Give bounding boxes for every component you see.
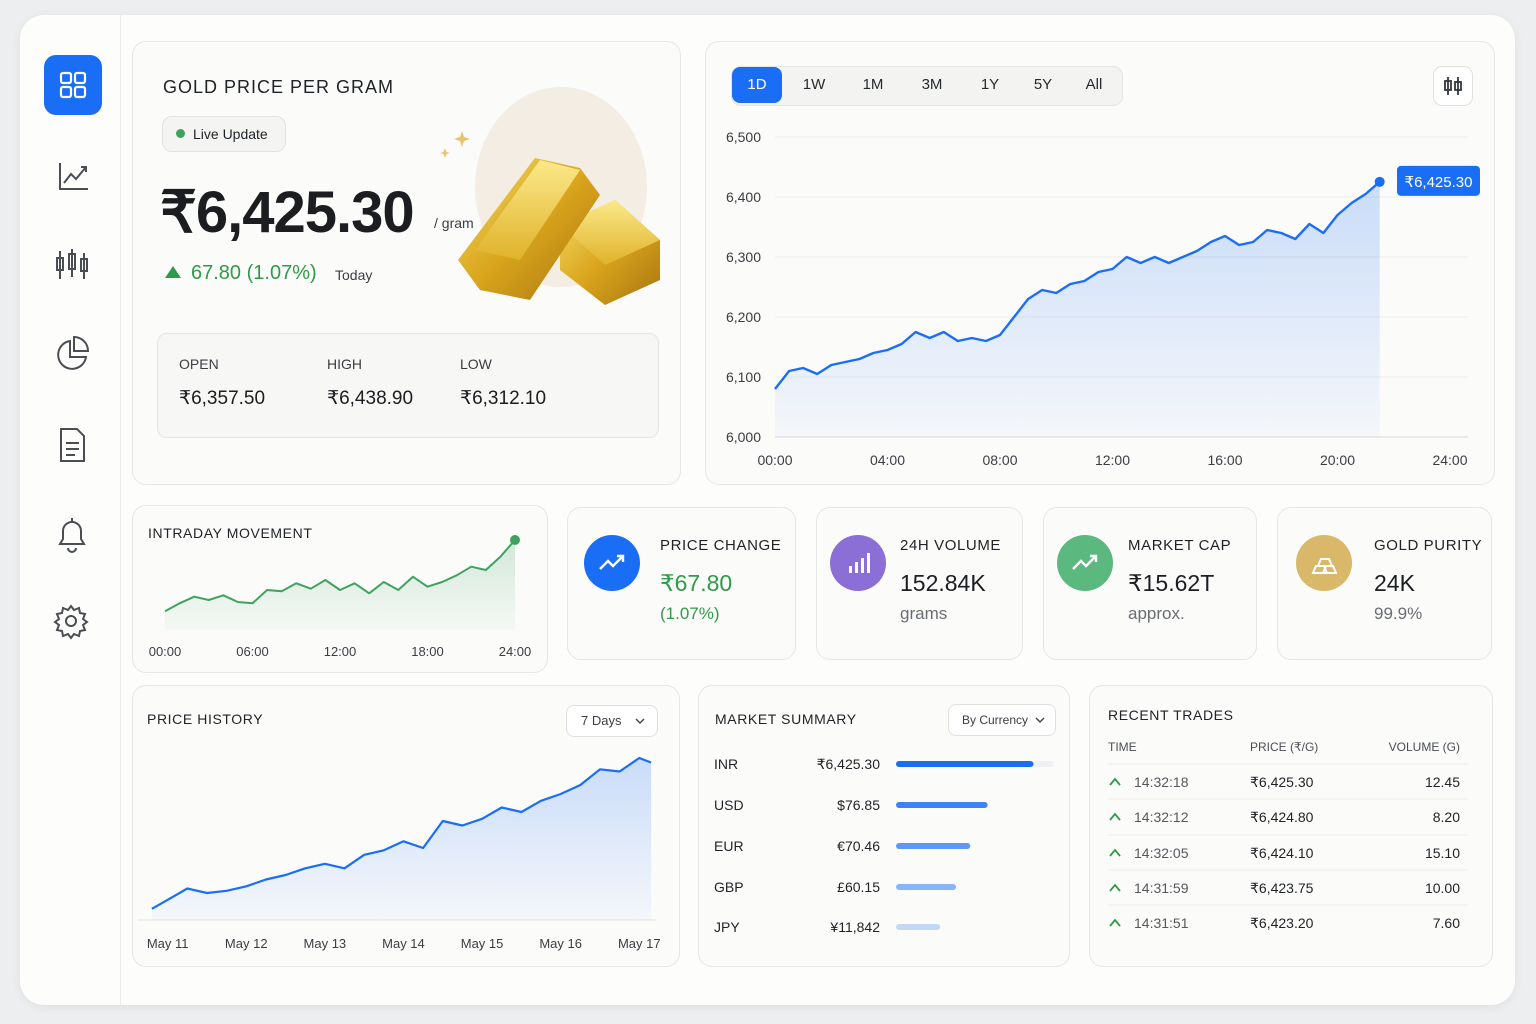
price-unit: / gram — [434, 215, 474, 231]
stat-value: 24K — [1374, 570, 1415, 596]
stat-title: 24H VOLUME — [900, 537, 1002, 554]
stat-sub: approx. — [1128, 604, 1185, 623]
sidebar-divider — [120, 15, 121, 1005]
market-filter[interactable]: By Currency — [948, 704, 1056, 736]
history-filter[interactable]: 7 Days — [566, 705, 658, 737]
icon — [59, 71, 87, 99]
stat-sub: grams — [900, 604, 948, 623]
open-label: OPEN — [179, 356, 219, 372]
history-filter-text: 7 Days — [581, 713, 622, 728]
market-title: MARKET SUMMARY — [715, 711, 857, 727]
stat-icon — [1057, 535, 1113, 591]
live-badge: Live Update — [162, 116, 286, 152]
range-tab[interactable]: 5Y — [1033, 76, 1053, 93]
history-title: PRICE HISTORY — [147, 711, 264, 727]
stat-icon — [1296, 535, 1352, 591]
stat-sub: (1.07%) — [660, 604, 720, 623]
live-text: Live Update — [193, 126, 268, 142]
nav-report[interactable] — [50, 423, 94, 467]
main-chart-card — [705, 41, 1495, 485]
range-tabs: 1D 1W 1M 3M 1Y 5Y All — [731, 66, 1123, 106]
stat-sub: 99.9% — [1374, 604, 1423, 623]
chevron — [635, 718, 645, 724]
stat-value: ₹67.80 — [660, 570, 733, 596]
nav-pie[interactable] — [50, 333, 94, 377]
nav-settings[interactable] — [50, 600, 94, 644]
price-value: ₹6,425.30 — [160, 180, 415, 245]
live-dot — [176, 129, 185, 138]
icon — [1444, 77, 1462, 95]
stat-icon — [830, 535, 886, 591]
price-title: GOLD PRICE PER GRAM — [163, 77, 395, 97]
open-value: ₹6,357.50 — [179, 388, 266, 409]
nav-candles[interactable] — [50, 243, 94, 287]
stat-title: GOLD PURITY — [1374, 537, 1483, 554]
up-triangle — [165, 266, 181, 278]
nav-alerts[interactable] — [50, 512, 94, 556]
stat-title: PRICE CHANGE — [660, 537, 782, 554]
price-period: Today — [335, 267, 373, 283]
trades-card — [1089, 685, 1493, 967]
ohl-box — [157, 333, 659, 438]
range-tab[interactable]: 1D — [732, 67, 782, 103]
intraday-title: INTRADAY MOVEMENT — [148, 525, 313, 541]
high-value: ₹6,438.90 — [327, 388, 414, 409]
stat-icon — [584, 535, 640, 591]
price-change: 67.80 (1.07%) — [191, 262, 317, 284]
nav-dashboard[interactable] — [44, 55, 102, 115]
range-tab[interactable]: 1W — [802, 76, 826, 93]
high-label: HIGH — [327, 356, 362, 372]
stat-value: ₹15.62T — [1128, 570, 1215, 596]
gold-bars-illustration — [440, 131, 660, 305]
chevron — [1035, 717, 1045, 723]
range-tab[interactable]: All — [1085, 76, 1103, 93]
market-filter-text: By Currency — [962, 713, 1029, 727]
nav-analytics[interactable] — [52, 155, 96, 199]
chart-type-button[interactable] — [1433, 66, 1473, 106]
stat-value: 152.84K — [900, 570, 986, 596]
low-label: LOW — [460, 356, 492, 372]
low-value: ₹6,312.10 — [460, 388, 547, 409]
range-tab[interactable]: 3M — [921, 76, 943, 93]
range-tab[interactable]: 1Y — [980, 76, 1000, 93]
stat-title: MARKET CAP — [1128, 537, 1232, 554]
range-tab[interactable]: 1M — [862, 76, 884, 93]
trades-title: RECENT TRADES — [1108, 707, 1234, 723]
